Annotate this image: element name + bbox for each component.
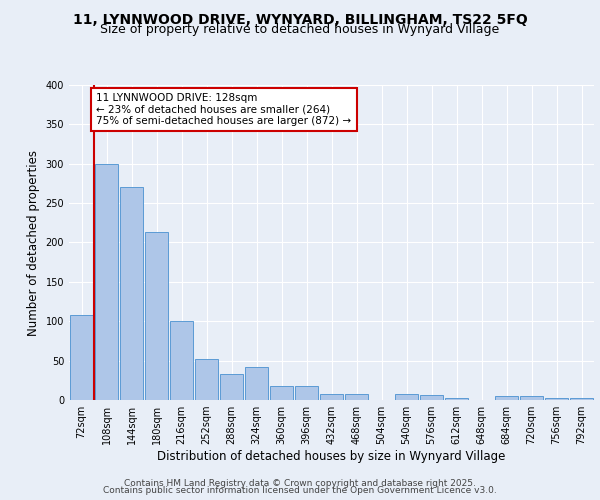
- Bar: [170, 322, 193, 400]
- Bar: [545, 398, 568, 400]
- Text: 11, LYNNWOOD DRIVE, WYNYARD, BILLINGHAM, TS22 5FQ: 11, LYNNWOOD DRIVE, WYNYARD, BILLINGHAM,…: [73, 12, 527, 26]
- Bar: [395, 394, 418, 400]
- Bar: [494, 396, 518, 400]
- Bar: [194, 359, 218, 400]
- Text: Contains HM Land Registry data © Crown copyright and database right 2025.: Contains HM Land Registry data © Crown c…: [124, 478, 476, 488]
- Bar: [445, 398, 469, 400]
- Bar: [295, 386, 319, 400]
- X-axis label: Distribution of detached houses by size in Wynyard Village: Distribution of detached houses by size …: [157, 450, 506, 463]
- Bar: [269, 386, 293, 400]
- Bar: [145, 232, 169, 400]
- Text: Contains public sector information licensed under the Open Government Licence v3: Contains public sector information licen…: [103, 486, 497, 495]
- Bar: [520, 396, 544, 400]
- Text: Size of property relative to detached houses in Wynyard Village: Size of property relative to detached ho…: [100, 22, 500, 36]
- Bar: [245, 367, 268, 400]
- Text: 11 LYNNWOOD DRIVE: 128sqm
← 23% of detached houses are smaller (264)
75% of semi: 11 LYNNWOOD DRIVE: 128sqm ← 23% of detac…: [97, 93, 352, 126]
- Bar: [70, 315, 94, 400]
- Y-axis label: Number of detached properties: Number of detached properties: [27, 150, 40, 336]
- Bar: [119, 188, 143, 400]
- Bar: [320, 394, 343, 400]
- Bar: [95, 164, 118, 400]
- Bar: [419, 396, 443, 400]
- Bar: [344, 394, 368, 400]
- Bar: [569, 398, 593, 400]
- Bar: [220, 374, 244, 400]
